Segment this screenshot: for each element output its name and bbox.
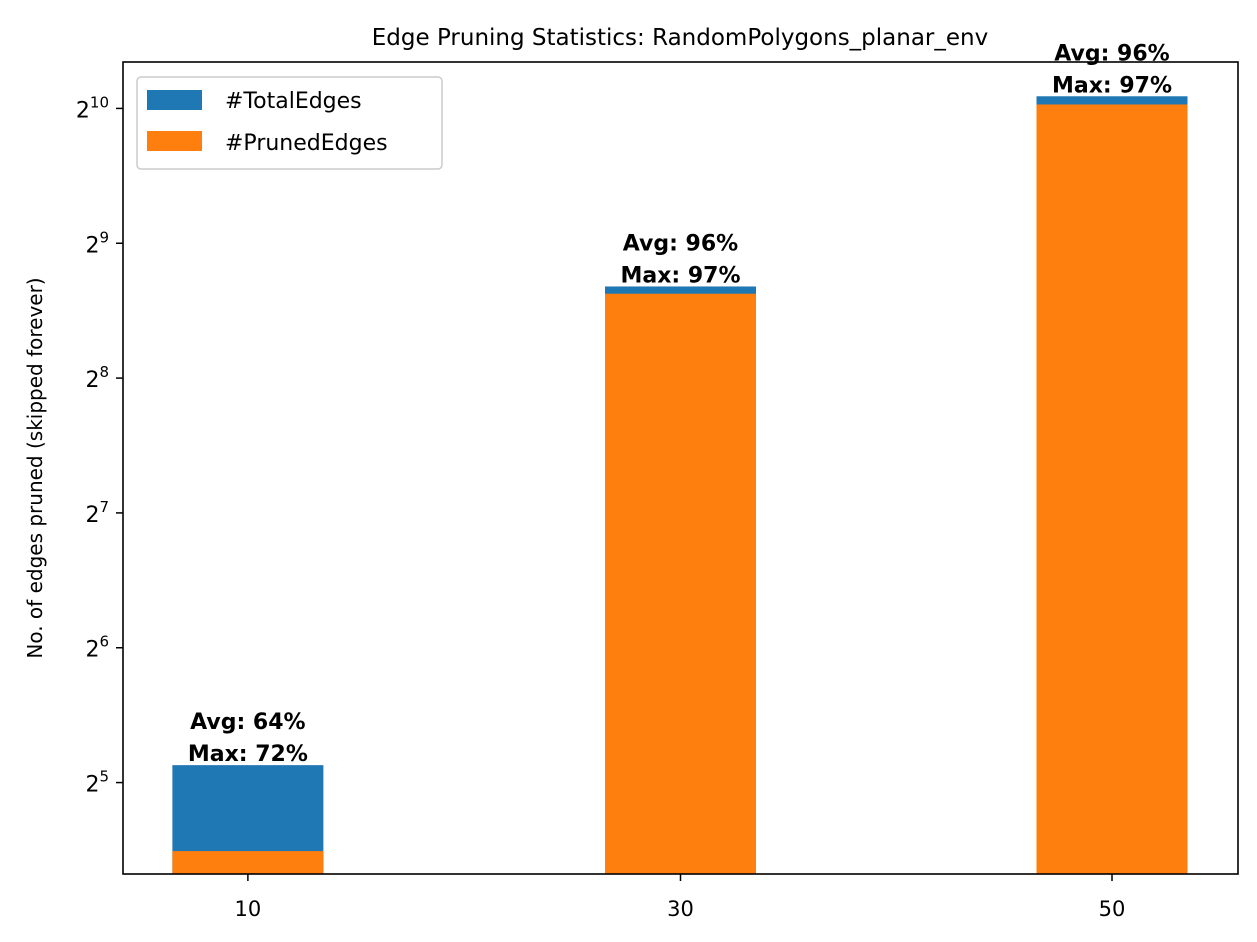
bar-pruned-edges-10 bbox=[172, 851, 324, 874]
y-tick-label-2-8: 28 bbox=[85, 363, 109, 393]
bar-label-avg-30: Avg: 96% bbox=[623, 231, 738, 256]
y-tick-label-2-6: 26 bbox=[85, 633, 109, 663]
y-axis-label: No. of edges pruned (skipped forever) bbox=[23, 277, 47, 658]
y-tick-label-2-5: 25 bbox=[85, 768, 109, 798]
bar-label-max-10: Max: 72% bbox=[188, 742, 308, 767]
bar-pruned-edges-30 bbox=[605, 293, 756, 875]
legend-box bbox=[136, 76, 443, 170]
chart-title: Edge Pruning Statistics: RandomPolygons_… bbox=[372, 25, 988, 51]
legend-swatch-pruned-edges bbox=[147, 131, 202, 151]
x-tick-label-50: 50 bbox=[1099, 897, 1126, 921]
legend-swatch-total-edges bbox=[147, 90, 202, 110]
y-tick-label-2-10: 210 bbox=[76, 93, 109, 123]
bars-layer bbox=[172, 96, 1188, 875]
y-axis-ticks: 25 26 27 28 29 210 bbox=[76, 93, 123, 798]
x-axis-ticks: 10 30 50 bbox=[235, 874, 1126, 921]
bar-label-max-50: Max: 97% bbox=[1052, 73, 1172, 98]
bar-label-max-30: Max: 97% bbox=[620, 263, 740, 288]
legend: #TotalEdges #PrunedEdges bbox=[136, 76, 443, 170]
x-tick-label-30: 30 bbox=[667, 897, 694, 921]
bar-label-avg-10: Avg: 64% bbox=[190, 710, 305, 735]
legend-label-total-edges: #TotalEdges bbox=[225, 89, 362, 114]
x-tick-label-10: 10 bbox=[235, 897, 262, 921]
legend-label-pruned-edges: #PrunedEdges bbox=[225, 131, 388, 156]
y-tick-label-2-7: 27 bbox=[85, 498, 109, 528]
bar-pruned-edges-50 bbox=[1036, 104, 1188, 874]
y-tick-label-2-9: 29 bbox=[85, 228, 109, 258]
